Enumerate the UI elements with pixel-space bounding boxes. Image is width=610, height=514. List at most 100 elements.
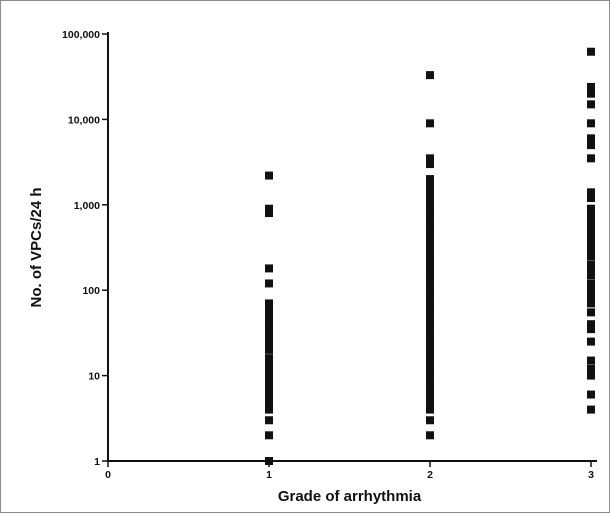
data-point bbox=[587, 222, 595, 231]
data-point bbox=[426, 315, 434, 324]
x-axis-title: Grade of arrhythmia bbox=[278, 488, 422, 505]
data-point bbox=[587, 390, 595, 399]
y-tick-label: 1,000 bbox=[74, 200, 100, 212]
data-point bbox=[587, 279, 595, 288]
data-point bbox=[265, 361, 273, 370]
x-tick-label: 0 bbox=[105, 469, 111, 481]
data-point bbox=[426, 234, 434, 243]
data-point bbox=[426, 359, 434, 368]
data-point bbox=[587, 292, 595, 301]
data-point bbox=[426, 431, 434, 440]
y-tick-label: 1 bbox=[94, 456, 100, 468]
data-point bbox=[426, 154, 434, 163]
data-point bbox=[265, 305, 273, 314]
y-tick-label: 10 bbox=[88, 371, 100, 383]
data-point bbox=[426, 279, 434, 288]
data-point bbox=[426, 349, 434, 358]
data-point bbox=[587, 211, 595, 220]
data-point bbox=[426, 320, 434, 329]
data-point bbox=[587, 320, 595, 329]
data-point bbox=[587, 119, 595, 128]
data-point bbox=[426, 239, 434, 248]
data-point bbox=[426, 375, 434, 384]
data-point bbox=[587, 264, 595, 273]
data-point bbox=[587, 325, 595, 334]
y-tick-label: 100 bbox=[82, 285, 100, 297]
x-tick-label: 3 bbox=[588, 469, 594, 481]
data-point bbox=[426, 214, 434, 223]
data-point bbox=[265, 368, 273, 377]
data-point bbox=[265, 390, 273, 399]
data-point bbox=[426, 290, 434, 299]
data-point bbox=[587, 356, 595, 365]
data-point bbox=[426, 333, 434, 342]
data-point bbox=[426, 188, 434, 197]
data-point bbox=[426, 119, 434, 128]
data-point bbox=[587, 82, 595, 91]
data-point bbox=[587, 188, 595, 197]
data-point bbox=[587, 308, 595, 317]
data-point bbox=[426, 271, 434, 280]
data-point bbox=[265, 354, 273, 363]
data-point bbox=[587, 364, 595, 373]
data-point bbox=[587, 299, 595, 308]
data-point bbox=[426, 325, 434, 334]
data-point bbox=[426, 354, 434, 363]
data-point bbox=[587, 100, 595, 109]
y-axis-title: No. of VPCs/24 h bbox=[28, 187, 45, 307]
data-point bbox=[265, 339, 273, 348]
data-point bbox=[426, 266, 434, 275]
data-point bbox=[265, 384, 273, 393]
data-point bbox=[426, 204, 434, 213]
data-point bbox=[265, 345, 273, 354]
x-tick-label: 1 bbox=[266, 469, 272, 481]
data-point bbox=[587, 271, 595, 280]
data-point bbox=[426, 175, 434, 184]
data-point bbox=[265, 405, 273, 414]
data-point bbox=[587, 286, 595, 295]
data-point bbox=[265, 264, 273, 273]
data-point bbox=[265, 279, 273, 288]
data-point bbox=[265, 322, 273, 331]
data-point bbox=[426, 299, 434, 308]
data-point bbox=[265, 375, 273, 384]
data-point bbox=[587, 228, 595, 237]
data-point bbox=[587, 89, 595, 98]
data-point bbox=[265, 431, 273, 440]
data-point bbox=[265, 171, 273, 180]
data-point bbox=[587, 194, 595, 203]
data-point bbox=[426, 160, 434, 169]
data-point bbox=[265, 299, 273, 308]
data-point bbox=[426, 230, 434, 239]
data-point bbox=[265, 204, 273, 213]
data-point bbox=[587, 134, 595, 143]
data-point bbox=[587, 245, 595, 254]
data-point bbox=[426, 379, 434, 388]
data-point bbox=[265, 457, 273, 465]
y-tick-label: 100,000 bbox=[62, 29, 100, 41]
data-point bbox=[587, 47, 595, 56]
data-point bbox=[587, 141, 595, 150]
data-point bbox=[426, 219, 434, 228]
data-point bbox=[426, 405, 434, 414]
data-point bbox=[426, 181, 434, 190]
data-point bbox=[587, 371, 595, 380]
data-point bbox=[426, 209, 434, 218]
data-point bbox=[265, 401, 273, 410]
data-point bbox=[265, 416, 273, 425]
data-point bbox=[587, 234, 595, 243]
data-point bbox=[426, 337, 434, 346]
data-point bbox=[426, 194, 434, 203]
data-point bbox=[587, 252, 595, 261]
data-point bbox=[265, 327, 273, 336]
data-point bbox=[265, 379, 273, 388]
x-tick-label: 2 bbox=[427, 469, 433, 481]
data-point bbox=[426, 71, 434, 80]
data-point bbox=[587, 239, 595, 248]
data-point bbox=[426, 384, 434, 393]
data-point bbox=[587, 204, 595, 213]
data-point bbox=[426, 401, 434, 410]
y-tick-label: 10,000 bbox=[68, 114, 100, 126]
data-point bbox=[265, 315, 273, 324]
